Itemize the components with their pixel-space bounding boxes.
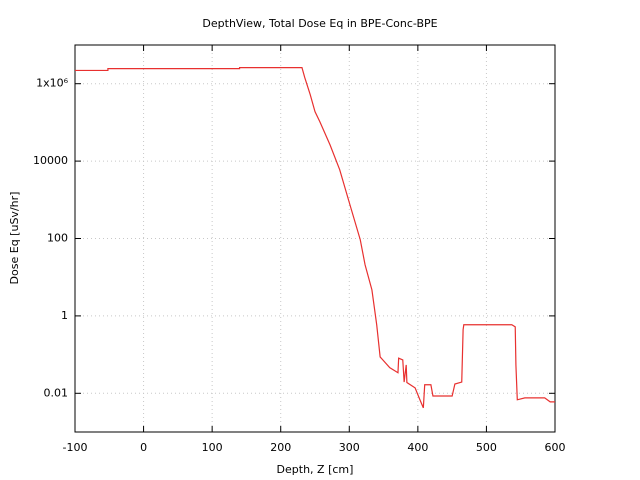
y-tick-label: 0.01 — [44, 386, 69, 399]
x-tick-label: -100 — [63, 441, 88, 454]
data-line — [75, 67, 555, 409]
x-tick-label: 200 — [270, 441, 291, 454]
y-tick-label: 100 — [47, 232, 68, 245]
x-tick-label: 0 — [140, 441, 147, 454]
y-axis-label: Dose Eq [uSv/hr] — [8, 192, 21, 285]
x-tick-label: 100 — [202, 441, 223, 454]
plot-frame — [74, 44, 556, 433]
x-axis-label: Depth, Z [cm] — [277, 463, 354, 476]
y-tick-label: 1x10⁶ — [36, 77, 69, 90]
x-tick-label: 400 — [407, 441, 428, 454]
y-tick-label: 10000 — [33, 154, 68, 167]
x-tick-label: 300 — [339, 441, 360, 454]
x-tick-label: 600 — [545, 441, 566, 454]
chart-title: DepthView, Total Dose Eq in BPE-Conc-BPE — [202, 17, 437, 30]
y-tick-label: 1 — [61, 309, 68, 322]
x-tick-label: 500 — [476, 441, 497, 454]
